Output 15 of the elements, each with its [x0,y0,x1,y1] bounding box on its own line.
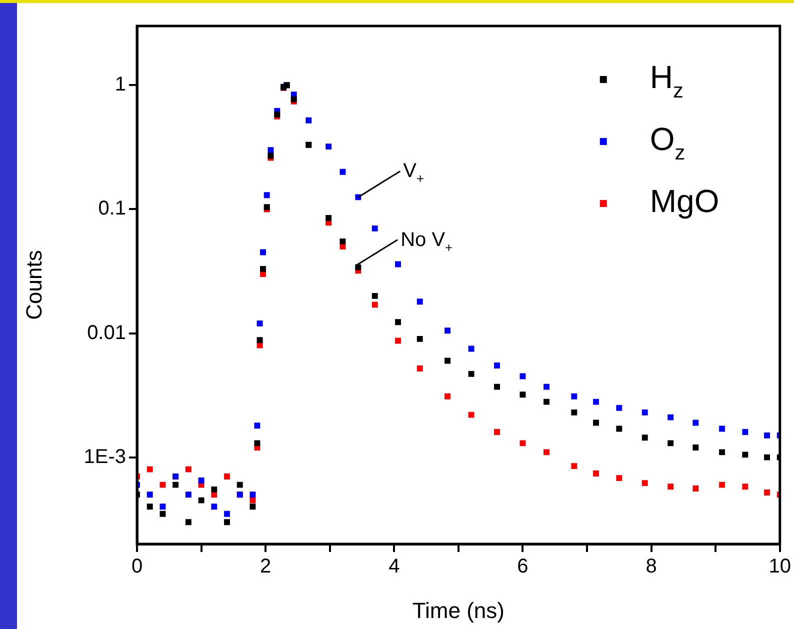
x-tick-label: 10 [768,556,791,578]
x-tick-label: 2 [260,556,272,578]
x-axis-title: Time (ns) [412,598,504,623]
y-tick-label: 1E-3 [84,446,126,468]
legend-label: MgO [650,183,720,219]
y-tick-label: 0.1 [98,198,126,220]
x-tick-label: 0 [131,556,143,578]
y-tick-label: 1 [114,74,126,96]
x-tick-label: 4 [388,556,400,578]
annotation: No V+ [400,228,453,255]
y-axis-title: Counts [21,250,46,320]
y-tick-label: 0.01 [87,322,126,344]
annotation: V+ [403,160,424,186]
x-tick-label: 8 [646,556,657,578]
x-tick-label: 6 [517,556,528,578]
